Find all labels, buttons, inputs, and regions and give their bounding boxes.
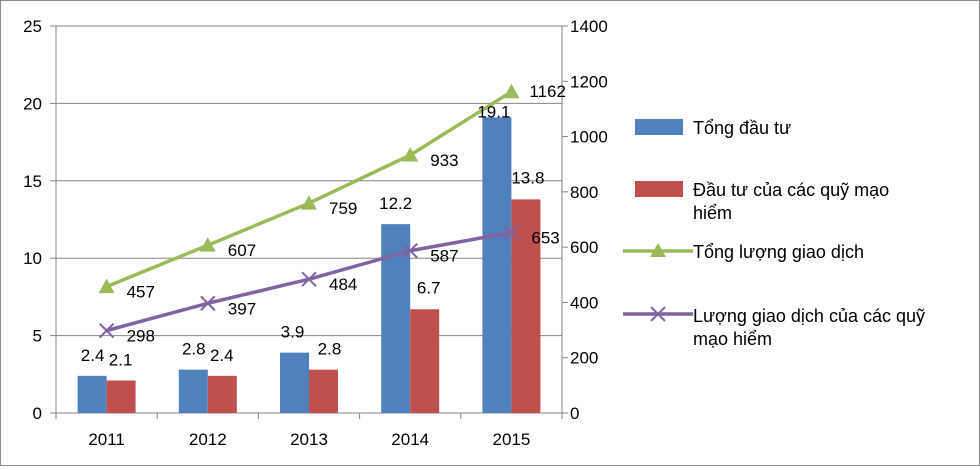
legend-item: Tổng lượng giao dịch (623, 242, 864, 262)
line-data-label: 298 (127, 327, 155, 346)
bar-series (77, 117, 541, 413)
bar-data-label: 12.2 (379, 194, 412, 213)
line-data-label: 933 (430, 151, 458, 170)
bar-data-label: 19.1 (477, 102, 510, 121)
x-marker (402, 243, 418, 259)
legend-swatch (635, 119, 683, 135)
line-data-label: 457 (127, 283, 155, 302)
bar (178, 369, 208, 413)
bar-data-label: 13.8 (511, 168, 544, 187)
x-marker (301, 271, 317, 287)
bar (511, 199, 541, 413)
legend-swatch (635, 181, 683, 197)
legend: Tổng đầu tư Đầu tư của các quỹ mạo hiểm Tổn… (623, 118, 925, 349)
x-marker (200, 295, 216, 311)
bar (309, 369, 338, 413)
line-data-label: 607 (228, 241, 256, 260)
legend-label: mạo hiểm (693, 329, 772, 349)
legend-label: Lượng giao dịch của các quỹ (693, 306, 925, 326)
legend-item: Đầu tư của các quỹ mạo hiểm (635, 180, 889, 223)
y-right-tick-label: 800 (570, 183, 598, 202)
bar (106, 380, 136, 413)
bar (482, 117, 512, 413)
x-marker (503, 224, 520, 241)
x-tick-label: 2015 (492, 430, 530, 449)
bar (207, 375, 237, 413)
legend-label: Đầu tư của các quỹ mạo (693, 180, 889, 200)
bar (410, 309, 440, 413)
x-tick-label: 2013 (290, 430, 328, 449)
x-tick-label: 2011 (88, 430, 125, 449)
legend-marker (650, 306, 666, 322)
triangle-marker (301, 195, 317, 210)
y-left-tick-label: 25 (23, 17, 42, 36)
y-right-tick-label: 0 (570, 404, 579, 423)
triangle-marker (503, 83, 520, 99)
plot-area (56, 25, 562, 337)
y-left-tick-label: 20 (23, 94, 42, 113)
y-right-tick-label: 400 (570, 293, 598, 312)
line-data-label: 759 (329, 199, 357, 218)
bar-data-label: 2.8 (182, 340, 206, 359)
y-left-tick-label: 15 (23, 172, 42, 191)
bar-data-label: 2.4 (210, 346, 234, 365)
line-data-label: 1162 (529, 82, 566, 101)
y-right-tick-label: 600 (570, 238, 598, 257)
bar-data-label: 3.9 (281, 323, 305, 342)
y-right-tick-label: 200 (570, 349, 598, 368)
line-data-label: 587 (430, 247, 458, 266)
y-left-tick-label: 0 (33, 404, 42, 423)
legend-label: Tổng đầu tư (693, 118, 791, 138)
legend-label: hiểm (693, 203, 732, 223)
bar-data-label: 2.8 (318, 340, 342, 359)
bar (77, 375, 107, 413)
line-data-label: 653 (531, 228, 559, 247)
y-right-tick-label: 1200 (570, 72, 608, 91)
y-left-tick-label: 10 (23, 249, 42, 268)
x-tick-label: 2012 (189, 430, 227, 449)
line-data-label: 397 (228, 299, 256, 318)
bar-data-label: 2.4 (81, 346, 105, 365)
line-series (98, 83, 520, 339)
triangle-marker (199, 237, 216, 252)
bar (280, 352, 309, 413)
x-marker (98, 322, 115, 339)
triangle-marker (402, 147, 419, 162)
bar-data-label: 6.7 (417, 278, 441, 297)
legend-marker (650, 243, 666, 257)
legend-item: Tổng đầu tư (635, 118, 791, 138)
y-right-tick-label: 1000 (570, 128, 608, 147)
y-left-tick-label: 5 (33, 327, 42, 346)
data-labels: 2.4 2.83.912.219.12.1 2.4 2.86.713.84576077… (81, 82, 566, 370)
triangle-marker (98, 278, 115, 294)
x-tick-label: 2014 (391, 430, 429, 449)
legend-label: Tổng lượng giao dịch (693, 242, 864, 262)
bar-data-label: 2.1 (109, 350, 133, 369)
legend-item: Lượng giao dịch của các quỹ mạo hiểm (623, 306, 925, 349)
line-data-label: 484 (329, 275, 357, 294)
y-right-tick-label: 1400 (570, 17, 608, 36)
